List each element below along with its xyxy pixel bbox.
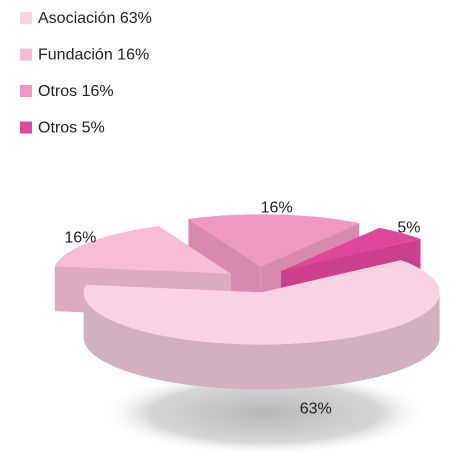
- legend-swatch: [20, 48, 32, 61]
- legend-label: Otros 5%: [38, 120, 105, 137]
- pie-shadow: [100, 371, 430, 455]
- data-label: 63%: [300, 400, 332, 417]
- legend-swatch: [20, 12, 32, 24]
- legend-swatch: [20, 121, 32, 134]
- legend-label: Fundación 16%: [38, 47, 149, 64]
- legend-label: Asociación 63%: [38, 10, 152, 27]
- slice-side: [83, 292, 440, 390]
- data-label: 16%: [261, 199, 293, 216]
- legend-swatch: [20, 85, 32, 97]
- data-label: 16%: [64, 230, 96, 247]
- slice: [54, 226, 231, 274]
- slice: [188, 214, 360, 267]
- data-label: 5%: [397, 220, 420, 237]
- slice: [281, 227, 421, 272]
- slice-cut-face: [188, 218, 261, 312]
- slice: [83, 260, 440, 345]
- legend-label: Otros 16%: [38, 83, 114, 100]
